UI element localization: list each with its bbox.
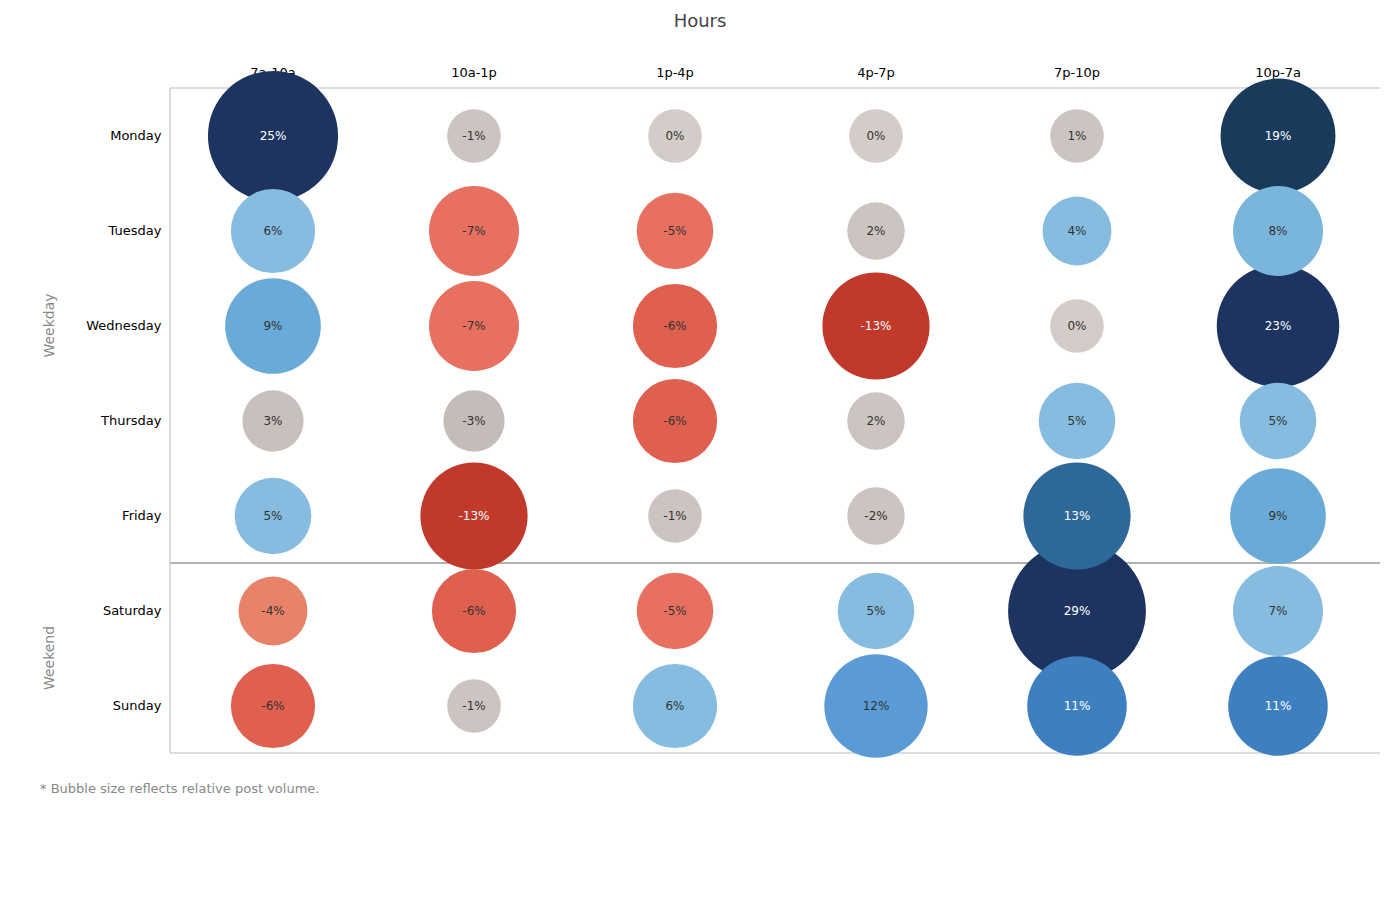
svg-text:11%: 11% [1064, 699, 1091, 713]
svg-text:Monday: Monday [110, 128, 162, 143]
svg-text:-4%: -4% [261, 604, 284, 618]
svg-text:-5%: -5% [663, 604, 686, 618]
svg-text:-2%: -2% [864, 509, 887, 523]
svg-text:13%: 13% [1064, 509, 1091, 523]
svg-text:0%: 0% [866, 129, 885, 143]
svg-text:Weekend: Weekend [41, 626, 57, 690]
svg-text:2%: 2% [866, 414, 885, 428]
svg-text:-7%: -7% [462, 319, 485, 333]
html-text:Hours: Hours [673, 10, 727, 31]
svg-text:10p-7a: 10p-7a [1255, 65, 1301, 80]
svg-text:-13%: -13% [458, 509, 489, 523]
svg-text:7%: 7% [1268, 604, 1287, 618]
svg-text:-6%: -6% [663, 319, 686, 333]
svg-text:Saturday: Saturday [103, 603, 162, 618]
html-text:* Bubble size reflects relativ: * Bubble size reflects relative post vol… [40, 781, 320, 796]
svg-text:1p-4p: 1p-4p [656, 65, 694, 80]
svg-text:Tuesday: Tuesday [108, 223, 162, 238]
svg-text:-1%: -1% [462, 129, 485, 143]
svg-text:25%: 25% [260, 129, 287, 143]
svg-text:2%: 2% [866, 224, 885, 238]
svg-text:12%: 12% [863, 699, 890, 713]
svg-text:Thursday: Thursday [100, 413, 162, 428]
svg-text:Wednesday: Wednesday [86, 318, 162, 333]
svg-text:-13%: -13% [860, 319, 891, 333]
svg-text:9%: 9% [1268, 509, 1287, 523]
svg-text:0%: 0% [1067, 319, 1086, 333]
svg-text:23%: 23% [1265, 319, 1292, 333]
svg-text:8%: 8% [1268, 224, 1287, 238]
svg-text:3%: 3% [263, 414, 282, 428]
svg-text:6%: 6% [263, 224, 282, 238]
svg-text:4p-7p: 4p-7p [857, 65, 895, 80]
svg-text:1%: 1% [1067, 129, 1086, 143]
svg-text:-5%: -5% [663, 224, 686, 238]
svg-text:-7%: -7% [462, 224, 485, 238]
svg-text:5%: 5% [1067, 414, 1086, 428]
svg-text:29%: 29% [1064, 604, 1091, 618]
svg-text:Weekday: Weekday [41, 293, 57, 357]
svg-text:5%: 5% [263, 509, 282, 523]
svg-text:-6%: -6% [261, 699, 284, 713]
svg-text:-1%: -1% [462, 699, 485, 713]
svg-text:5%: 5% [1268, 414, 1287, 428]
svg-text:6%: 6% [665, 699, 684, 713]
svg-text:19%: 19% [1265, 129, 1292, 143]
svg-text:-6%: -6% [663, 414, 686, 428]
svg-text:11%: 11% [1265, 699, 1292, 713]
svg-text:-6%: -6% [462, 604, 485, 618]
svg-text:Friday: Friday [122, 508, 162, 523]
svg-text:4%: 4% [1067, 224, 1086, 238]
svg-text:7p-10p: 7p-10p [1054, 65, 1100, 80]
svg-text:5%: 5% [866, 604, 885, 618]
svg-text:-1%: -1% [663, 509, 686, 523]
svg-text:10a-1p: 10a-1p [451, 65, 497, 80]
svg-text:0%: 0% [665, 129, 684, 143]
svg-text:-3%: -3% [462, 414, 485, 428]
svg-text:Sunday: Sunday [113, 698, 162, 713]
svg-text:9%: 9% [263, 319, 282, 333]
